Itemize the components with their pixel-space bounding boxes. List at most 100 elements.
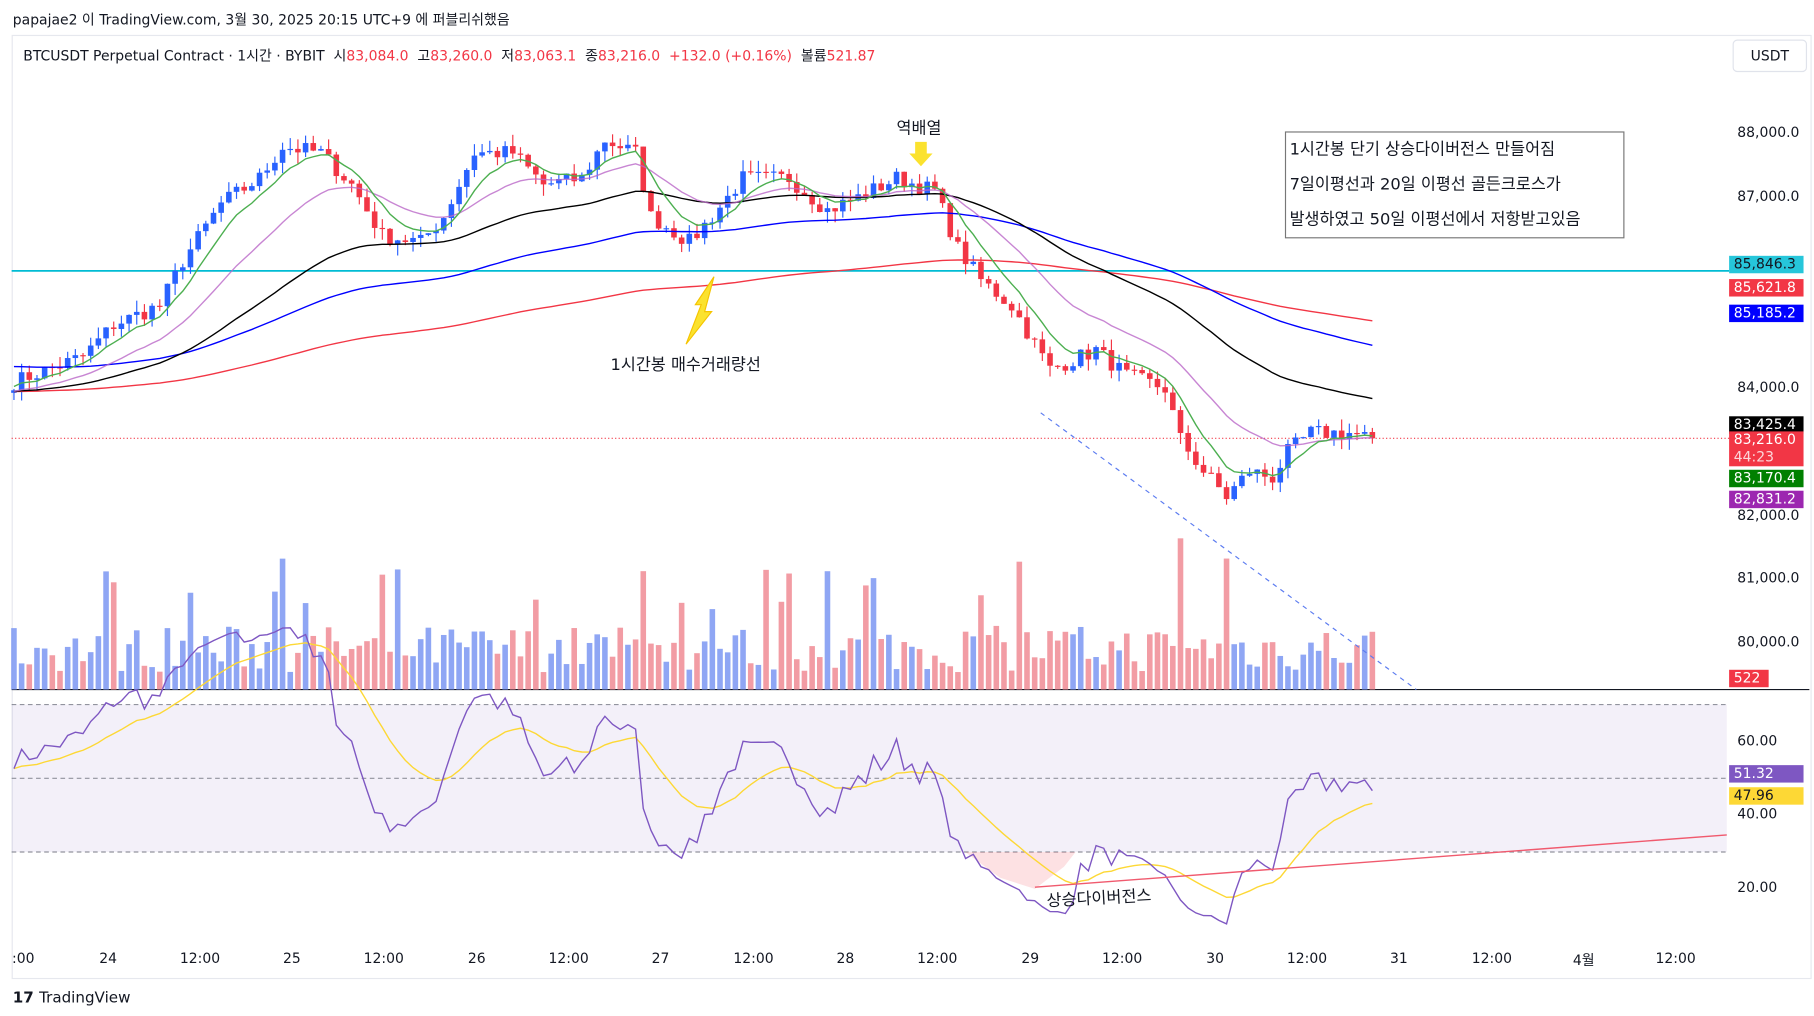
- candle: [287, 138, 294, 156]
- volume-bar: [1008, 670, 1015, 690]
- candle-body: [1239, 475, 1245, 487]
- candle-body: [502, 146, 508, 158]
- candle-body: [494, 150, 501, 158]
- candle: [164, 283, 171, 317]
- candle-body: [72, 355, 79, 359]
- volume-bar: [701, 641, 708, 690]
- candle-body: [1024, 317, 1030, 339]
- candle-body: [1216, 473, 1222, 488]
- price-label: 85,185.2: [1729, 304, 1804, 323]
- candle: [732, 189, 739, 200]
- candle: [1008, 301, 1015, 318]
- volume-bar: [755, 664, 762, 690]
- candle: [103, 327, 109, 347]
- candle: [1093, 345, 1099, 366]
- volume-bar: [302, 603, 309, 690]
- candle: [571, 164, 577, 187]
- candle: [955, 229, 961, 244]
- candle: [310, 135, 317, 152]
- candle: [1223, 481, 1230, 505]
- candle: [325, 139, 332, 156]
- candle: [440, 217, 447, 234]
- time-axis-tick: 31: [1389, 950, 1408, 967]
- candle: [540, 170, 547, 196]
- candle: [302, 135, 309, 158]
- candle-body: [1193, 451, 1199, 465]
- candle: [1154, 371, 1161, 395]
- chart-panel[interactable]: [11, 34, 1812, 980]
- candle: [1039, 331, 1046, 362]
- candle: [1277, 459, 1284, 493]
- candle-body: [1269, 476, 1276, 483]
- candle-body: [886, 184, 892, 191]
- candle-body: [1361, 432, 1368, 434]
- candle: [609, 134, 616, 157]
- volume-bar: [18, 663, 25, 690]
- price-axis-tick: 82,000.0: [1737, 506, 1800, 523]
- candle: [747, 160, 754, 175]
- candle-body: [187, 249, 194, 268]
- candle: [717, 202, 723, 229]
- text-note[interactable]: 1시간봉 단기 상승다이버전스 만들어짐 7일이평선과 20일 이평선 골든크로…: [1284, 131, 1625, 239]
- volume-bar: [1054, 640, 1061, 690]
- candle-body: [126, 314, 132, 324]
- volume-bar: [1154, 632, 1161, 690]
- volume-bar: [770, 669, 777, 690]
- tradingview-logo[interactable]: 17 TradingView: [13, 990, 131, 1007]
- volume-bar: [563, 664, 570, 690]
- candle-body: [379, 227, 386, 230]
- oversold-fill: [965, 851, 1076, 889]
- candle-body: [1292, 437, 1299, 445]
- currency-button[interactable]: USDT: [1732, 39, 1808, 73]
- volume-bar: [1323, 633, 1330, 690]
- candle-body: [410, 237, 416, 242]
- candle: [1108, 339, 1115, 379]
- candle: [770, 164, 777, 183]
- candle-body: [1315, 426, 1322, 428]
- annotation-inverse-alignment[interactable]: 역배열: [896, 119, 942, 139]
- volume-bar: [909, 646, 915, 690]
- volume-bar: [747, 663, 754, 690]
- candle: [394, 239, 401, 256]
- candle-body: [686, 233, 693, 244]
- volume-bar: [924, 669, 931, 690]
- candle-body: [893, 171, 900, 185]
- volume-bar: [72, 638, 79, 690]
- candle-body: [1231, 486, 1238, 500]
- volume-bar: [463, 647, 470, 690]
- symbol-title[interactable]: BTCUSDT Perpetual Contract · 1시간 · BYBIT: [23, 47, 325, 64]
- volume-bar: [586, 642, 593, 690]
- volume-bar: [149, 667, 155, 690]
- rsi-axis-tick: 60.00: [1737, 732, 1778, 749]
- time-axis-tick: 12:00: [1471, 950, 1513, 967]
- candle-body: [939, 188, 946, 204]
- candle: [249, 182, 255, 192]
- candle: [1308, 425, 1314, 438]
- candle: [1354, 424, 1360, 441]
- volume-bar: [187, 592, 194, 690]
- candle-body: [249, 186, 255, 191]
- volume-bar: [341, 655, 347, 690]
- volume-bar: [694, 653, 700, 690]
- candle-body: [1093, 347, 1099, 360]
- candle-body: [809, 195, 815, 205]
- volume-bar: [801, 670, 808, 690]
- candle: [648, 190, 654, 212]
- candle-body: [916, 183, 923, 195]
- volume-bar: [502, 644, 508, 690]
- volume-bar: [533, 599, 539, 690]
- candle-body: [717, 207, 723, 223]
- volume-bar: [1085, 658, 1092, 690]
- candle-body: [1354, 432, 1360, 435]
- volume-bar: [916, 649, 923, 690]
- candle-body: [901, 171, 907, 188]
- volume-bar: [494, 653, 501, 690]
- candle: [379, 219, 386, 240]
- candle: [678, 234, 685, 253]
- candle-body: [763, 171, 769, 173]
- volume-bar: [632, 639, 639, 690]
- candle: [110, 321, 117, 337]
- annotation-buy-volume[interactable]: 1시간봉 매수거래량선: [610, 355, 761, 375]
- candle: [1162, 377, 1168, 403]
